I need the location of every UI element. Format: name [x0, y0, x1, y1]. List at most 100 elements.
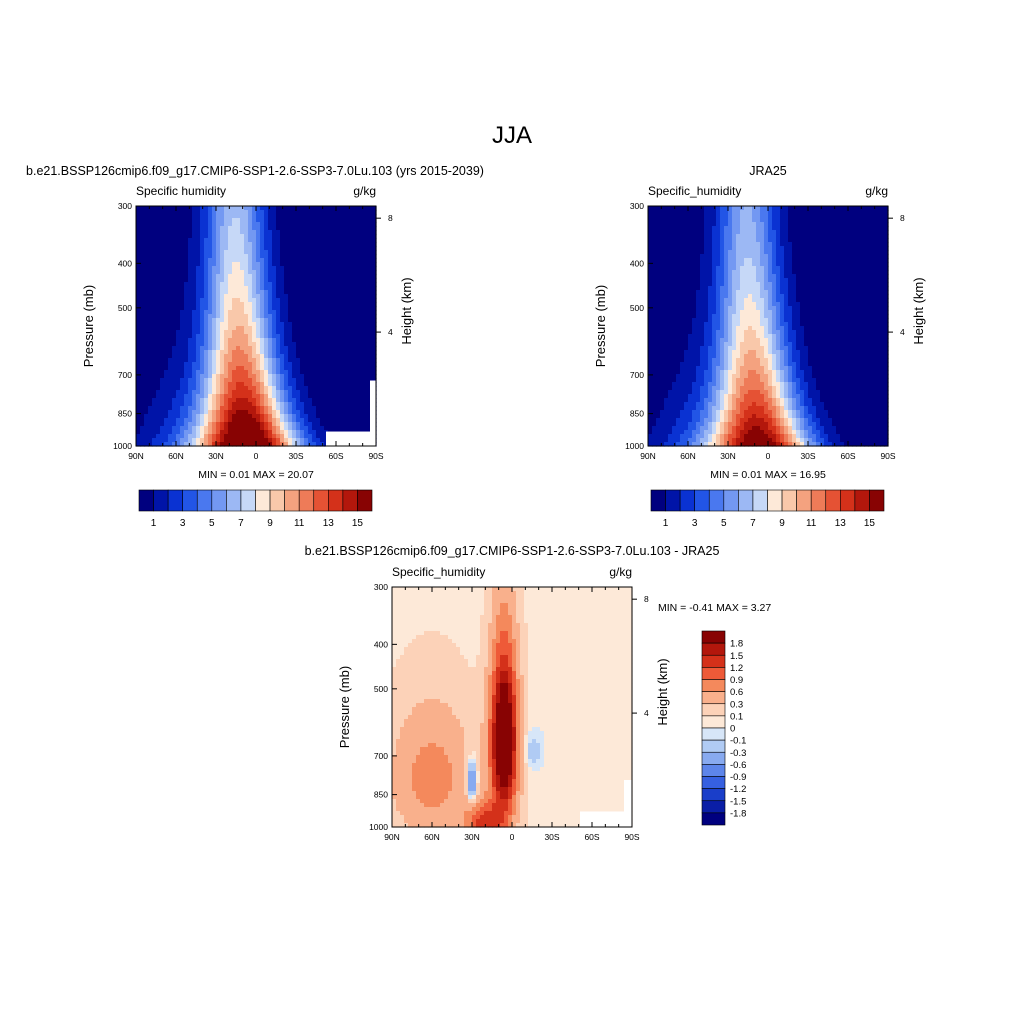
colorbar-label: -0.9	[730, 772, 746, 783]
colorbar-box	[854, 489, 870, 512]
colorbar-box	[138, 489, 154, 512]
colorbar-label: 13	[835, 518, 847, 529]
colorbar-box	[701, 667, 726, 680]
min-max-stats: MIN = -0.41 MAX = 3.27	[658, 602, 771, 614]
colorbar-label: 11	[294, 518, 305, 529]
variable-label: Specific humidity	[136, 184, 226, 198]
colorbar-box	[298, 489, 315, 512]
colorbar-label: 11	[806, 518, 817, 529]
y-axis-label-right: Height (km)	[399, 277, 414, 344]
y-tick-label: 300	[374, 582, 388, 592]
y-axis-label-right: Height (km)	[911, 277, 926, 344]
colorbar-box	[328, 489, 344, 512]
units-label: g/kg	[609, 565, 632, 579]
colorbar-box	[196, 489, 213, 512]
colorbar-box	[840, 489, 856, 512]
colorbar-box	[708, 489, 725, 512]
panel-title: b.e21.BSSP126cmip6.f09_g17.CMIP6-SSP1-2.…	[26, 164, 484, 178]
y-tick-label: 1000	[369, 822, 388, 832]
colorbar-box	[825, 489, 841, 512]
colorbar-label: -0.6	[730, 760, 746, 771]
colorbar: 1 3 5 7 9 11 13 15	[650, 489, 885, 529]
x-tick-label: 90N	[128, 451, 144, 461]
colorbar-label: 7	[750, 518, 756, 529]
colorbar-box	[701, 800, 726, 814]
colorbar-box	[182, 489, 198, 512]
x-tick-label: 60S	[584, 832, 599, 842]
colorbar-box	[357, 489, 373, 512]
x-tick-label: 60N	[424, 832, 440, 842]
x-tick-label: 60N	[168, 451, 184, 461]
colorbar-box	[781, 489, 797, 512]
x-tick-label: 90S	[368, 451, 383, 461]
y-right-tick-label: 8	[900, 213, 905, 223]
contour-field	[648, 206, 889, 447]
colorbar-box	[869, 489, 885, 512]
colorbar-label: 0.9	[730, 675, 743, 686]
colorbar: 1 3 5 7 9 11 13 15	[138, 489, 373, 529]
x-tick-label: 90S	[624, 832, 639, 842]
colorbar-label: 3	[692, 518, 698, 529]
colorbar-box	[701, 764, 726, 777]
x-tick-label: 30N	[208, 451, 224, 461]
colorbar-box	[701, 715, 726, 729]
colorbar-label: 5	[209, 518, 215, 529]
y-tick-label: 500	[630, 303, 644, 313]
colorbar-box	[650, 489, 666, 512]
colorbar-label: 0	[730, 724, 735, 735]
missing-data-mask	[580, 811, 632, 842]
colorbar-label: 1	[151, 518, 157, 529]
colorbar-box	[240, 489, 256, 512]
x-tick-label: 60S	[840, 451, 855, 461]
y-right-tick-label: 4	[644, 708, 649, 718]
colorbar-box	[738, 489, 754, 512]
colorbar-box	[269, 489, 285, 512]
colorbar-box	[701, 630, 726, 644]
variable-label: Specific_humidity	[392, 565, 485, 579]
y-axis-label: Pressure (mb)	[81, 285, 96, 367]
y-tick-label: 300	[118, 201, 132, 211]
x-tick-label: 30S	[544, 832, 559, 842]
colorbar-label: -1.8	[730, 808, 746, 819]
colorbar-label: 7	[238, 518, 244, 529]
colorbar-label: 1	[663, 518, 669, 529]
y-tick-label: 1000	[625, 441, 644, 451]
colorbar-box	[153, 489, 169, 512]
colorbar-box	[701, 703, 726, 717]
colorbar-box	[701, 776, 726, 789]
colorbar-label: -1.5	[730, 796, 746, 807]
colorbar-box	[701, 642, 726, 656]
y-tick-label: 500	[118, 303, 132, 313]
y-tick-label: 300	[630, 201, 644, 211]
page-title: JJA	[492, 122, 532, 149]
colorbar-label: 13	[323, 518, 335, 529]
colorbar-label: 0.1	[730, 711, 743, 722]
colorbar-box	[723, 489, 739, 512]
colorbar-label: 5	[721, 518, 727, 529]
y-tick-label: 400	[118, 258, 132, 268]
colorbar-box	[255, 489, 271, 512]
y-tick-label: 1000	[113, 441, 132, 451]
missing-data-mask	[326, 431, 376, 462]
colorbar-box	[701, 812, 726, 826]
y-right-tick-label: 8	[388, 213, 393, 223]
colorbar-label: 15	[352, 518, 364, 529]
panel-jra25: JRA25 Specific_humidity g/kg 90N 60N 30N 0 30S 6…	[593, 164, 926, 529]
x-tick-label: 0	[766, 451, 771, 461]
variable-label: Specific_humidity	[648, 184, 741, 198]
colorbar-label: -1.2	[730, 784, 746, 795]
y-tick-label: 400	[630, 258, 644, 268]
missing-data-mask	[370, 380, 376, 621]
x-tick-label: 30S	[288, 451, 303, 461]
y-right-tick-label: 4	[388, 327, 393, 337]
colorbar-box	[342, 489, 358, 512]
y-tick-label: 850	[374, 790, 388, 800]
y-tick-label: 700	[374, 751, 388, 761]
colorbar-box	[767, 489, 783, 512]
colorbar-box	[701, 654, 726, 668]
colorbar-label: 0.6	[730, 687, 743, 698]
y-tick-label: 700	[630, 370, 644, 380]
y-tick-label: 700	[118, 370, 132, 380]
y-tick-label: 850	[118, 409, 132, 419]
y-tick-label: 400	[374, 639, 388, 649]
